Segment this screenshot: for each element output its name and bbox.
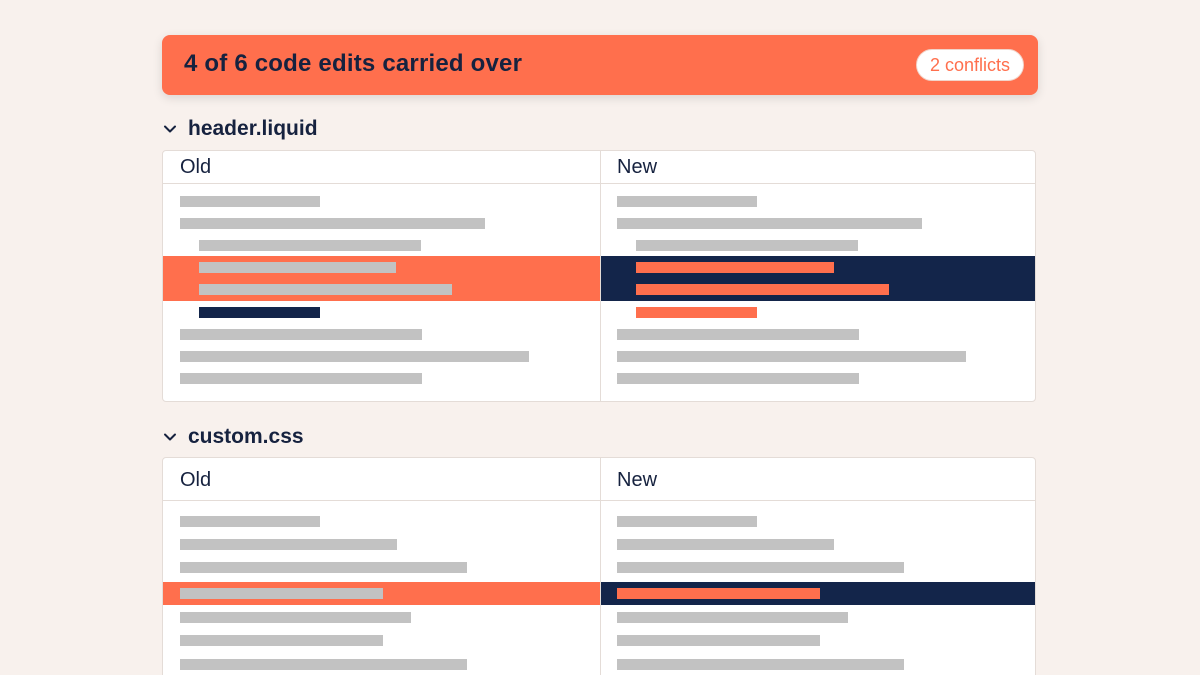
code-line-changed: [199, 262, 396, 273]
new-column-label: New: [617, 156, 658, 178]
code-line-changed: [617, 588, 820, 599]
file-name: header.liquid: [188, 117, 318, 140]
code-line: [180, 329, 422, 340]
code-line: [617, 373, 859, 384]
code-line-changed: [636, 262, 834, 273]
old-column-label: Old: [180, 469, 212, 491]
code-line: [617, 562, 904, 573]
code-line: [617, 539, 834, 550]
code-line-removed: [199, 307, 320, 318]
conflicts-badge[interactable]: 2 conflicts: [915, 49, 1024, 81]
code-line: [180, 516, 320, 527]
code-line: [180, 612, 411, 623]
code-line: [199, 240, 421, 251]
file-name: custom.css: [188, 425, 304, 448]
code-line-added: [636, 307, 757, 318]
diff-panel-custom-css: Old New: [162, 457, 1036, 675]
code-line: [617, 218, 922, 229]
code-line-changed: [199, 284, 452, 295]
code-line: [180, 635, 383, 646]
code-line: [617, 516, 757, 527]
code-line: [180, 196, 320, 207]
file-toggle-custom-css[interactable]: custom.css: [162, 422, 304, 452]
code-line: [617, 612, 848, 623]
code-line-changed: [180, 588, 383, 599]
chevron-down-icon: [164, 125, 176, 133]
code-line: [180, 218, 485, 229]
code-line: [180, 539, 397, 550]
header-divider: [163, 183, 1035, 184]
code-line-changed: [636, 284, 889, 295]
code-line: [180, 373, 422, 384]
code-line: [180, 351, 529, 362]
code-line: [617, 659, 904, 670]
code-line: [617, 196, 757, 207]
code-line: [617, 351, 966, 362]
new-column-label: New: [617, 469, 658, 491]
summary-banner: 4 of 6 code edits carried over 2 conflic…: [162, 35, 1038, 95]
code-line: [180, 562, 467, 573]
summary-title: 4 of 6 code edits carried over: [184, 50, 523, 77]
code-line: [617, 329, 859, 340]
column-divider: [600, 458, 601, 675]
diff-panel-header-liquid: Old New: [162, 150, 1036, 402]
column-divider: [600, 151, 601, 401]
old-column-label: Old: [180, 156, 212, 178]
file-toggle-header-liquid[interactable]: header.liquid: [162, 114, 318, 144]
header-divider: [163, 500, 1035, 501]
chevron-down-icon: [164, 433, 176, 441]
code-line: [180, 659, 467, 670]
code-line: [617, 635, 820, 646]
code-line: [636, 240, 858, 251]
